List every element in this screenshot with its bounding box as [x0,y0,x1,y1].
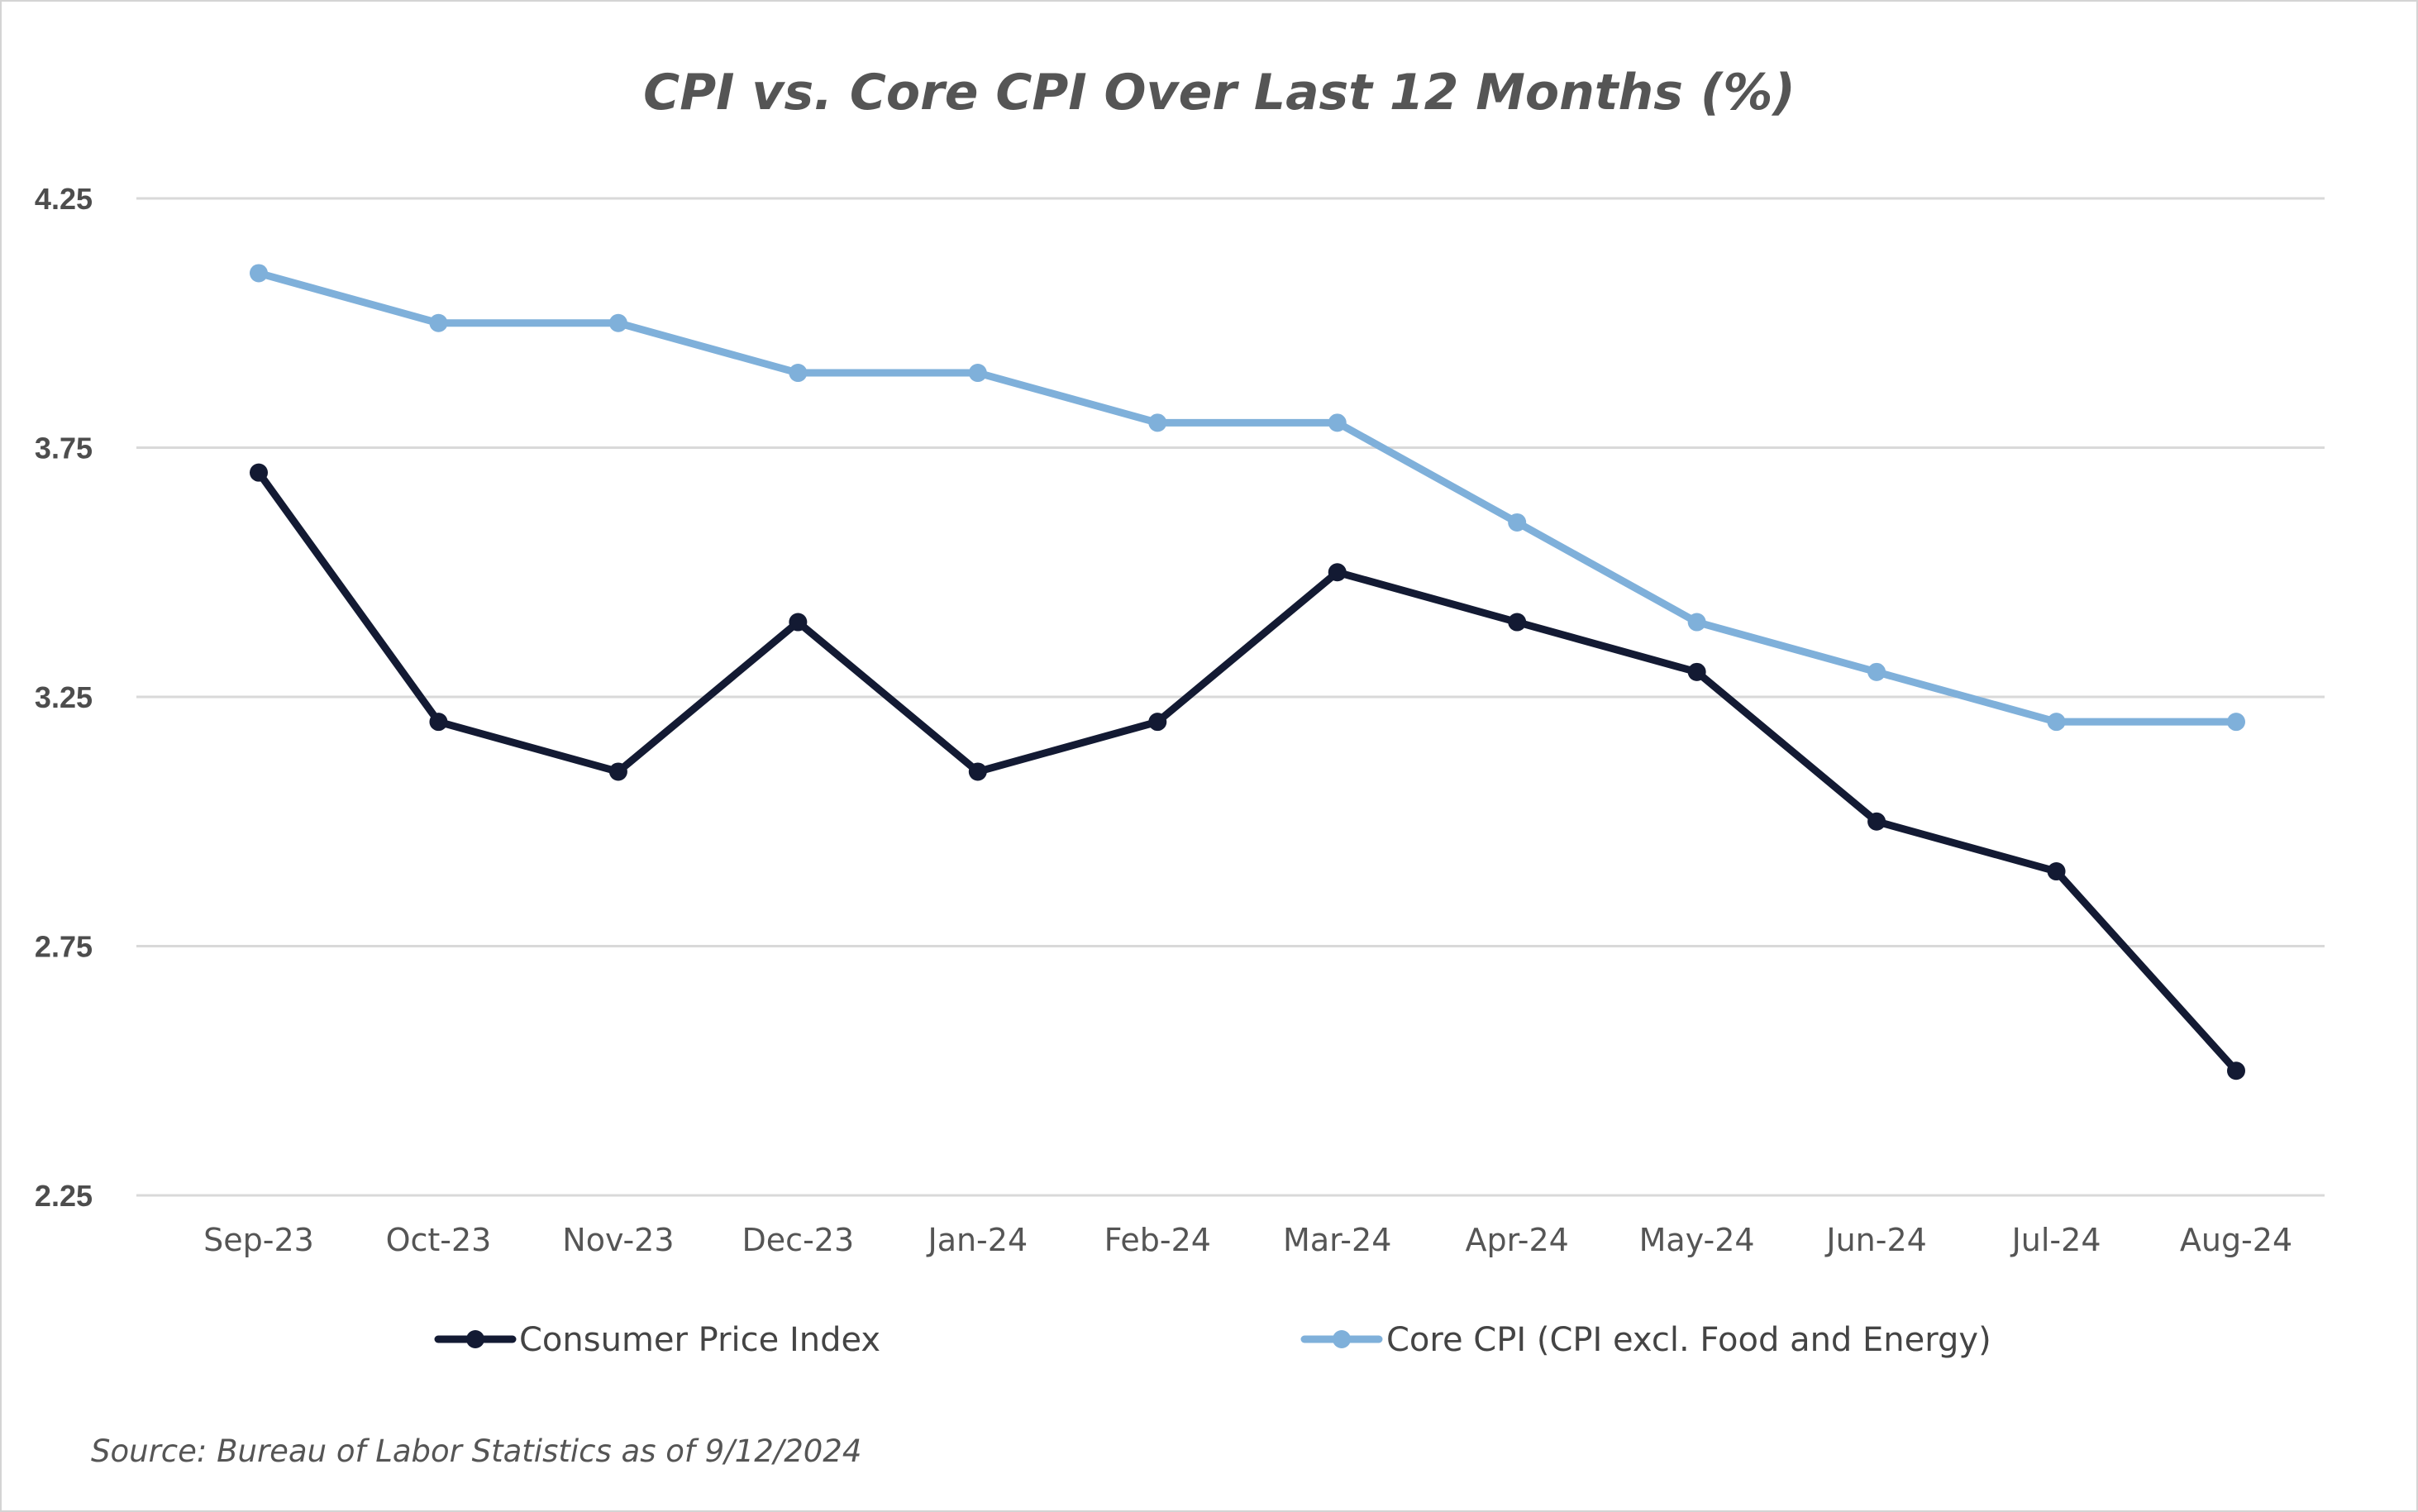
x-tick-label: Nov-23 [562,1222,674,1258]
legend-label-cpi: Consumer Price Index [519,1321,880,1359]
x-axis-ticks: Sep-23 Oct-23 Nov-23 Dec-23 Jan-24 Feb-24 Mar-… [203,1222,2292,1258]
y-tick-label: 4.25 [35,182,93,216]
y-tick-label: 2.75 [35,930,93,964]
x-tick-label: Sep-23 [203,1222,314,1258]
data-point [1148,713,1167,732]
data-point [789,364,808,383]
x-tick-label: Feb-24 [1104,1222,1211,1258]
data-point [1867,812,1886,831]
data-point [1328,413,1347,432]
x-tick-label: May-24 [1639,1222,1755,1258]
x-tick-label: Jun-24 [1824,1222,1926,1258]
data-point [789,613,808,632]
data-point [608,313,627,332]
data-point [1148,413,1167,432]
legend: Consumer Price Index Core CPI (CPI excl.… [434,1321,1991,1359]
series-line [255,469,2240,1075]
data-point [1508,513,1527,532]
source-note: Source: Bureau of Labor Statistics as of… [91,1433,861,1469]
x-tick-label: Mar-24 [1283,1222,1391,1258]
series-lines [250,264,2245,1080]
x-tick-label: Jan-24 [926,1222,1028,1258]
data-point [1867,662,1886,681]
data-point [608,762,627,781]
data-point [429,313,448,332]
gridlines [136,197,2325,1197]
y-axis-ticks: 4.25 3.75 3.25 2.75 2.25 [35,182,93,1213]
data-point [968,762,987,781]
data-point [2047,713,2066,732]
data-point [1687,613,1706,632]
x-tick-label: Dec-23 [742,1222,855,1258]
y-tick-label: 3.25 [35,680,93,714]
series-cpi [250,463,2245,1080]
data-point [1687,662,1706,681]
x-tick-label: Aug-24 [2180,1222,2292,1258]
data-point [2047,862,2066,881]
data-point [2227,1061,2245,1080]
y-tick-label: 3.75 [35,432,93,465]
y-tick-label: 2.25 [35,1179,93,1213]
series-line [255,269,2240,726]
data-point [250,463,268,482]
legend-item-core-cpi: Core CPI (CPI excl. Food and Energy) [1300,1321,1991,1359]
chart-title: CPI vs. Core CPI Over Last 12 Months (%) [643,64,1796,122]
data-point [1508,613,1527,632]
legend-item-cpi: Consumer Price Index [434,1321,880,1359]
data-point [1328,563,1347,582]
legend-label-core-cpi: Core CPI (CPI excl. Food and Energy) [1386,1321,1991,1359]
data-point [250,264,268,283]
series-core-cpi [250,264,2245,732]
x-tick-label: Apr-24 [1465,1222,1568,1258]
data-point [968,364,987,383]
data-point [2227,713,2245,732]
x-tick-label: Oct-23 [386,1222,492,1258]
legend-marker-core-cpi [1333,1330,1351,1348]
legend-marker-cpi [466,1330,484,1348]
x-tick-label: Jul-24 [2010,1222,2101,1258]
data-point [429,713,448,732]
